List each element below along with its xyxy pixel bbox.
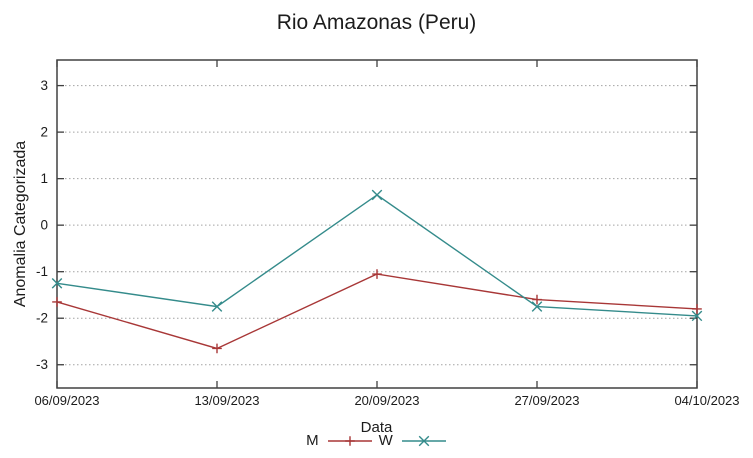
legend-item-W: W xyxy=(379,432,447,449)
x-tick-label: 20/09/2023 xyxy=(354,393,419,408)
y-tick-label: -2 xyxy=(36,311,48,326)
cross-marker xyxy=(211,301,223,312)
legend-item-M: M xyxy=(306,432,373,449)
plus-marker xyxy=(372,269,382,279)
legend-label: W xyxy=(378,432,393,449)
y-tick-label: -3 xyxy=(36,357,48,372)
legend-swatch-M xyxy=(327,435,372,446)
x-tick-label: 06/09/2023 xyxy=(34,393,99,408)
plus-marker xyxy=(212,343,222,354)
y-tick-label: 0 xyxy=(40,218,48,233)
x-tick-label: 13/09/2023 xyxy=(194,393,259,408)
series-line-W xyxy=(56,194,698,317)
plus-marker xyxy=(692,304,702,314)
y-tick-label: 2 xyxy=(40,125,48,140)
chart-title: Rio Amazonas (Peru) xyxy=(276,11,477,34)
plot-frame xyxy=(56,59,698,389)
plus-marker xyxy=(532,294,542,305)
legend-label: M xyxy=(306,432,319,449)
y-tick-label: -1 xyxy=(36,264,48,279)
cross-marker xyxy=(691,310,703,322)
series-line-M xyxy=(56,273,698,350)
cross-marker xyxy=(531,301,543,312)
x-axis-label: Data xyxy=(360,419,393,436)
x-tick-label: 27/09/2023 xyxy=(514,393,579,408)
cross-marker xyxy=(51,278,63,289)
cross-marker xyxy=(371,189,383,201)
y-tick-label: 3 xyxy=(40,78,48,93)
legend-swatch-W xyxy=(401,435,446,446)
x-tick-label: 04/10/2023 xyxy=(674,393,739,408)
plus-marker xyxy=(52,297,62,307)
y-tick-label: 1 xyxy=(40,171,48,186)
